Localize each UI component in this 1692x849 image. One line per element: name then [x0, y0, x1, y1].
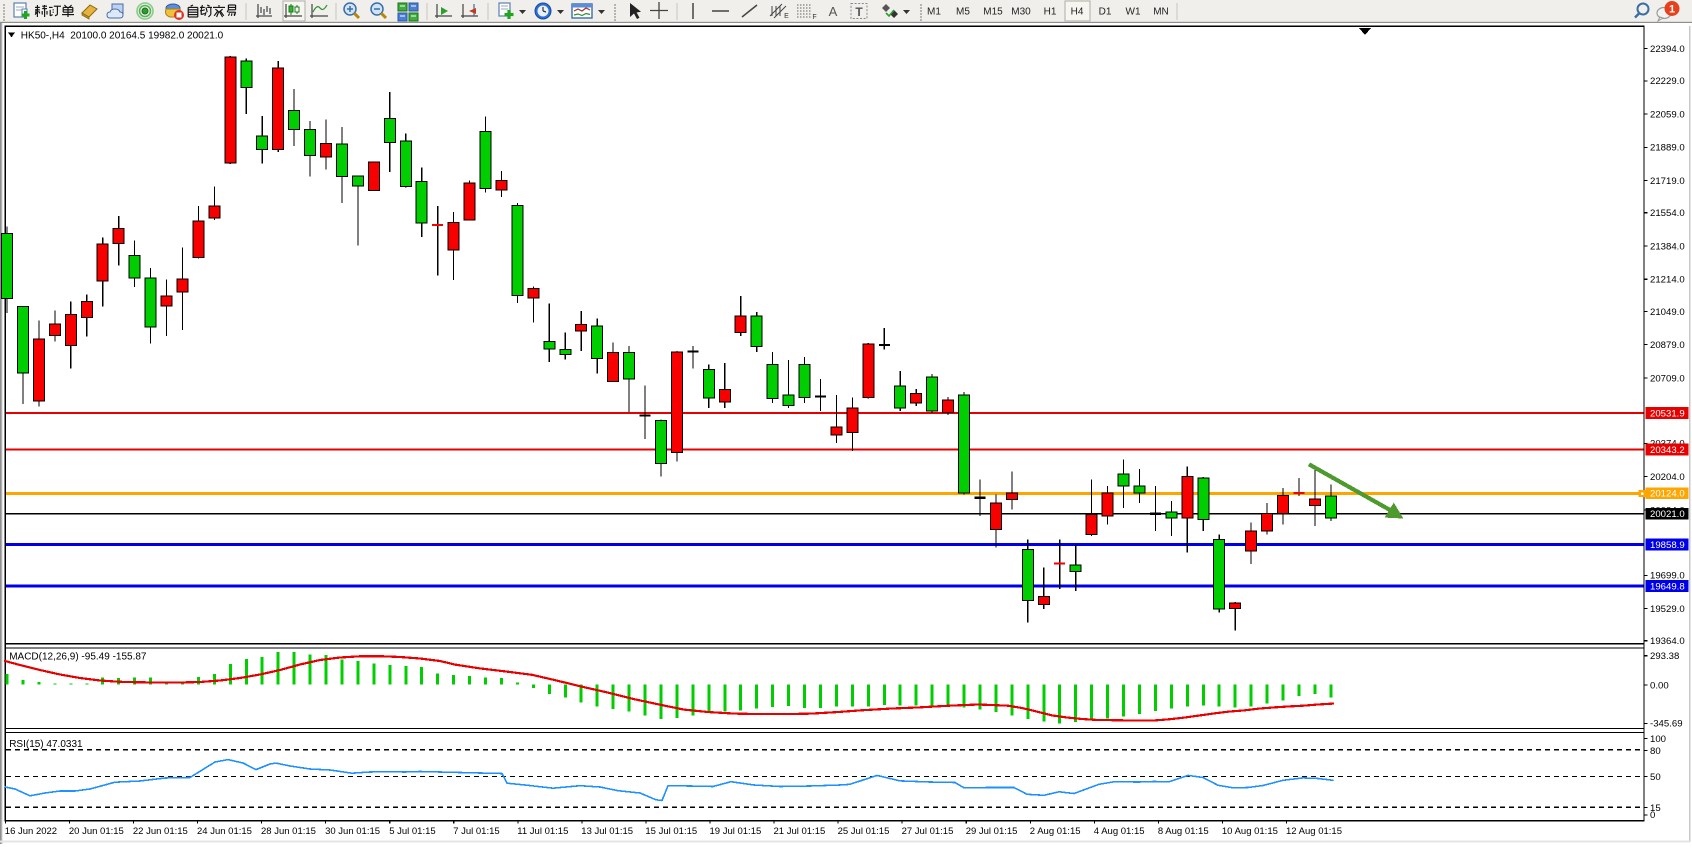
svg-text:13 Jul 01:15: 13 Jul 01:15	[581, 826, 633, 837]
svg-text:MACD(12,26,9) -95.49 -155.87: MACD(12,26,9) -95.49 -155.87	[9, 651, 147, 662]
svg-text:7 Jul 01:15: 7 Jul 01:15	[453, 826, 499, 837]
svg-text:11 Jul 01:15: 11 Jul 01:15	[517, 826, 568, 837]
svg-text:19529.0: 19529.0	[1650, 604, 1685, 615]
svg-text:16 Jun 2022: 16 Jun 2022	[5, 826, 57, 837]
svg-text:8 Aug 01:15: 8 Aug 01:15	[1158, 826, 1209, 837]
svg-text:21384.0: 21384.0	[1650, 241, 1685, 252]
svg-text:19858.9: 19858.9	[1650, 540, 1685, 551]
svg-text:0.00: 0.00	[1650, 680, 1669, 691]
svg-text:W1: W1	[1126, 7, 1141, 18]
svg-text:21889.0: 21889.0	[1650, 143, 1685, 154]
svg-text:21214.0: 21214.0	[1650, 275, 1685, 286]
svg-text:4 Aug 01:15: 4 Aug 01:15	[1094, 826, 1145, 837]
svg-text:-345.69: -345.69	[1650, 719, 1683, 730]
svg-text:27 Jul 01:15: 27 Jul 01:15	[902, 826, 954, 837]
svg-text:H4: H4	[1071, 7, 1084, 18]
svg-text:22 Jun 01:15: 22 Jun 01:15	[133, 826, 188, 837]
svg-text:80: 80	[1650, 746, 1661, 757]
svg-text:22394.0: 22394.0	[1650, 44, 1685, 55]
svg-text:M15: M15	[983, 7, 1003, 18]
svg-text:1: 1	[1669, 4, 1675, 16]
svg-text:21719.0: 21719.0	[1650, 176, 1685, 187]
svg-text:100: 100	[1650, 734, 1666, 745]
svg-text:19 Jul 01:15: 19 Jul 01:15	[710, 826, 762, 837]
svg-text:19364.0: 19364.0	[1650, 636, 1685, 647]
svg-text:21049.0: 21049.0	[1650, 307, 1685, 318]
svg-text:20021.0: 20021.0	[1650, 509, 1685, 520]
svg-text:D1: D1	[1099, 7, 1112, 18]
svg-text:20531.9: 20531.9	[1650, 408, 1685, 419]
svg-text:20 Jun 01:15: 20 Jun 01:15	[69, 826, 124, 837]
svg-text:F: F	[812, 14, 816, 21]
svg-text:30 Jun 01:15: 30 Jun 01:15	[325, 826, 380, 837]
svg-text:22229.0: 22229.0	[1650, 76, 1685, 87]
svg-text:22059.0: 22059.0	[1650, 109, 1685, 120]
svg-text:21 Jul 01:15: 21 Jul 01:15	[774, 826, 826, 837]
svg-text:19649.8: 19649.8	[1650, 581, 1685, 592]
svg-text:15: 15	[1650, 803, 1661, 814]
svg-text:20879.0: 20879.0	[1650, 340, 1685, 351]
svg-text:M5: M5	[956, 7, 970, 18]
svg-text:20124.0: 20124.0	[1650, 489, 1685, 500]
svg-text:2 Aug 01:15: 2 Aug 01:15	[1030, 826, 1081, 837]
svg-text:E: E	[784, 13, 789, 20]
svg-text:HK50-,H4 20100.0 20164.5 1998: HK50-,H4 20100.0 20164.5 19982.0 20021.0	[21, 30, 224, 41]
svg-text:20343.2: 20343.2	[1650, 445, 1685, 456]
svg-text:293.38: 293.38	[1650, 651, 1679, 662]
svg-text:M1: M1	[927, 7, 941, 18]
svg-text:MN: MN	[1153, 7, 1169, 18]
svg-text:12 Aug 01:15: 12 Aug 01:15	[1286, 826, 1342, 837]
svg-text:28 Jun 01:15: 28 Jun 01:15	[261, 826, 316, 837]
svg-text:A: A	[829, 4, 838, 19]
svg-text:T: T	[855, 5, 863, 19]
svg-text:5 Jul 01:15: 5 Jul 01:15	[389, 826, 435, 837]
svg-text:50: 50	[1650, 772, 1661, 783]
svg-text:10 Aug 01:15: 10 Aug 01:15	[1222, 826, 1278, 837]
svg-text:20204.0: 20204.0	[1650, 472, 1685, 483]
svg-text:25 Jul 01:15: 25 Jul 01:15	[838, 826, 890, 837]
svg-text:0: 0	[1650, 810, 1655, 821]
svg-text:21554.0: 21554.0	[1650, 208, 1685, 219]
svg-text:M30: M30	[1011, 7, 1031, 18]
svg-text:15 Jul 01:15: 15 Jul 01:15	[645, 826, 697, 837]
svg-text:24 Jun 01:15: 24 Jun 01:15	[197, 826, 252, 837]
svg-text:H1: H1	[1044, 7, 1057, 18]
svg-text:19699.0: 19699.0	[1650, 571, 1685, 582]
svg-text:29 Jul 01:15: 29 Jul 01:15	[966, 826, 1018, 837]
svg-text:20709.0: 20709.0	[1650, 373, 1685, 384]
svg-text:RSI(15) 47.0331: RSI(15) 47.0331	[9, 739, 83, 750]
